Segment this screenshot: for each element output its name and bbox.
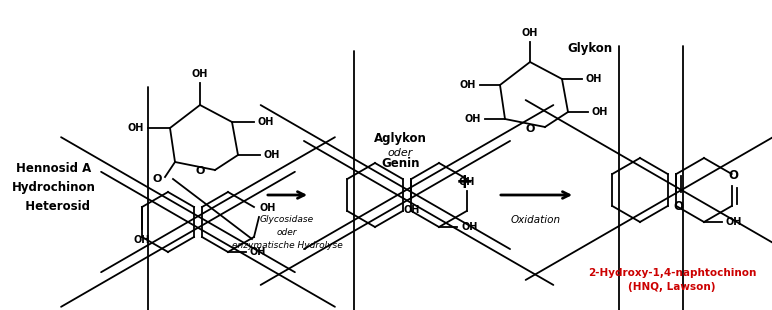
Text: O: O <box>152 174 161 184</box>
Text: OH: OH <box>465 114 481 124</box>
Text: OH: OH <box>258 117 274 127</box>
Text: oder: oder <box>388 148 413 158</box>
Text: O: O <box>673 200 683 213</box>
Text: Glykon: Glykon <box>567 42 612 55</box>
Text: O: O <box>525 124 535 134</box>
Text: (HNQ, Lawson): (HNQ, Lawson) <box>628 282 716 292</box>
Text: OH: OH <box>459 177 475 187</box>
Text: OH: OH <box>134 235 151 245</box>
Text: OH: OH <box>586 74 602 84</box>
Text: OH: OH <box>191 69 208 79</box>
Text: O: O <box>729 169 739 182</box>
Text: OH: OH <box>127 123 144 133</box>
Text: Oxidation: Oxidation <box>511 215 561 225</box>
Text: OH: OH <box>459 80 476 90</box>
Text: OH: OH <box>726 217 743 227</box>
Text: OH: OH <box>592 107 608 117</box>
Text: OH: OH <box>522 28 538 38</box>
Text: 2-Hydroxy-1,4-naphtochinon: 2-Hydroxy-1,4-naphtochinon <box>587 268 757 278</box>
Text: OH: OH <box>403 205 419 215</box>
Text: oder: oder <box>276 228 297 237</box>
Text: enzymatische Hydrolyse: enzymatische Hydrolyse <box>232 241 342 250</box>
Text: Genin: Genin <box>381 157 420 170</box>
Text: Aglykon: Aglykon <box>374 132 427 145</box>
Text: OH: OH <box>264 150 280 160</box>
Text: OH: OH <box>461 222 477 232</box>
Text: Glycosidase: Glycosidase <box>260 215 314 224</box>
Text: O: O <box>195 166 205 176</box>
Text: +: + <box>456 172 474 192</box>
Text: OH: OH <box>250 247 266 257</box>
Text: OH: OH <box>260 203 276 213</box>
Text: Hennosid A
Hydrochinon
  Heterosid: Hennosid A Hydrochinon Heterosid <box>12 162 96 214</box>
